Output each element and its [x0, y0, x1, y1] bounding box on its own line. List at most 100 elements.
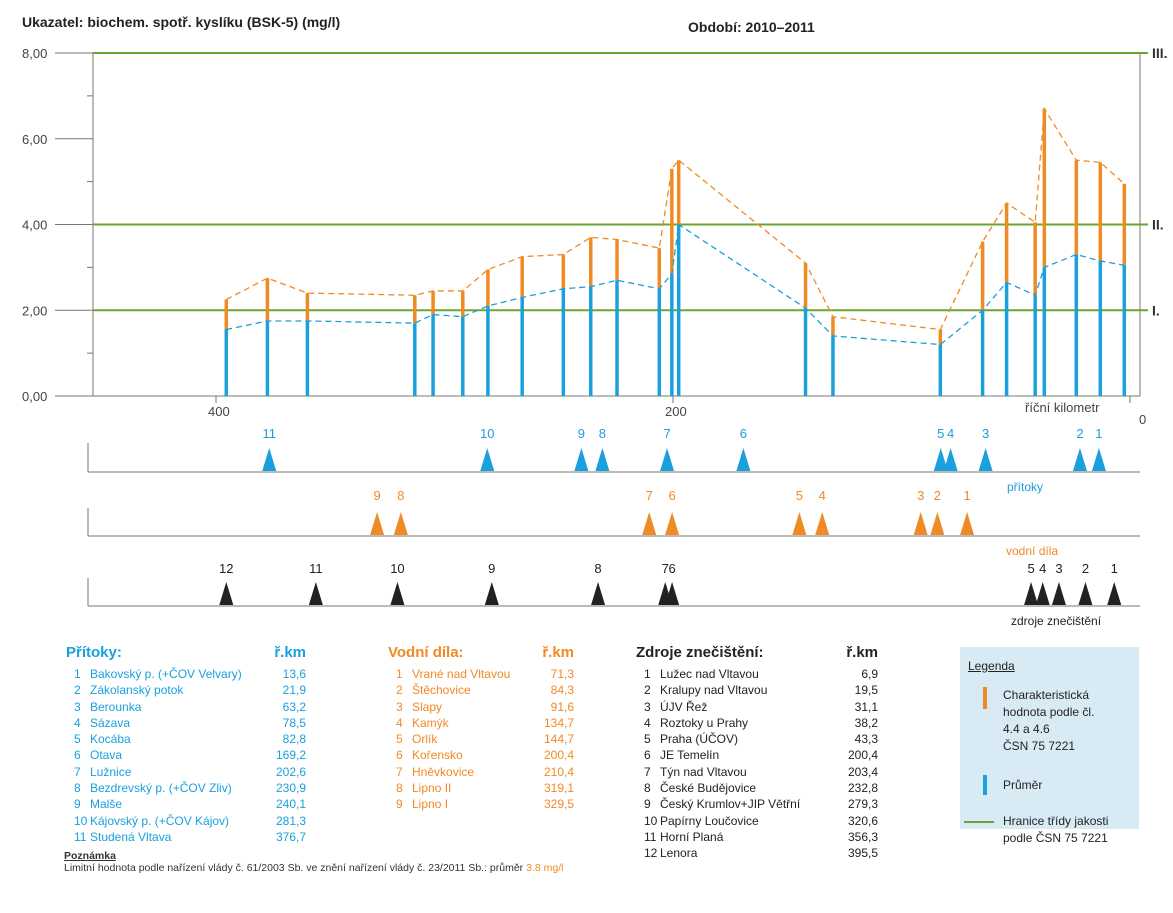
- x-axis-label: říční kilometr: [1025, 400, 1100, 415]
- zdroj-name: Týn nad Vltavou: [660, 764, 747, 779]
- marker-number-pritoky: 4: [947, 426, 954, 441]
- vodni-dilo-name: Vrané nad Vltavou: [412, 667, 511, 681]
- vodni-dilo-row: 1 Vrané nad Vltavou 71,3: [388, 666, 574, 682]
- legend-class-line2: podle ČSN 75 7221: [1003, 831, 1108, 845]
- legend-class-border: Hranice třídy jakosti podle ČSN 75 7221: [1003, 813, 1108, 847]
- triangle-marker-pritoky: [480, 448, 495, 471]
- triangle-marker-vodni-dila: [393, 512, 408, 535]
- pritok-name: Kocába: [90, 732, 131, 747]
- pritoky-km-header: ř.km: [274, 644, 306, 661]
- zdroj-km: 31,1: [854, 699, 878, 714]
- y-tick-label: 8,00: [22, 46, 47, 61]
- vodni-dilo-km: 329,5: [543, 797, 574, 812]
- zdroj-number: 8: [644, 781, 651, 796]
- vodni-dilo-row: 3 Slapy 91,6: [388, 699, 574, 715]
- marker-number-zdroje: 7: [662, 561, 669, 576]
- pritoky-table: Přítoky: ř.km 1 Bakovský p. (+ČOV Velvary)…: [66, 643, 306, 845]
- pritok-km: 13,6: [282, 667, 306, 681]
- vodni-dilo-name: Slapy: [412, 699, 443, 714]
- pritok-km: 169,2: [275, 748, 306, 763]
- y-tick-label: 0,00: [22, 389, 47, 404]
- pritok-km: 78,5: [282, 715, 306, 730]
- vodni-dilo-name: Lipno I: [412, 797, 449, 812]
- zdroj-name: Praha (ÚČOV): [660, 732, 739, 747]
- vodni-dilo-km: 144,7: [543, 732, 574, 747]
- marker-number-vodni-dila: 3: [917, 488, 924, 503]
- pritok-number: 7: [74, 764, 81, 779]
- pritok-number: 9: [74, 797, 81, 812]
- vodni-dilo-number: 4: [396, 715, 403, 730]
- pritok-number: 4: [74, 715, 81, 730]
- zdroj-km: 43,3: [854, 732, 878, 747]
- pritok-row: 6 Otava 169,2: [66, 747, 306, 763]
- zdroj-name: Kralupy nad Vltavou: [660, 683, 768, 698]
- zdroj-number: 12: [644, 846, 658, 861]
- pritok-number: 8: [74, 781, 81, 796]
- y-tick-label: 4,00: [22, 218, 47, 233]
- marker-number-vodni-dila: 1: [963, 488, 970, 503]
- zdroj-number: 2: [644, 683, 651, 698]
- vodni-dila-table: Vodní díla: ř.km 1 Vrané nad Vltavou 71,3 2 Š…: [388, 643, 574, 813]
- vodni-dilo-number: 6: [396, 748, 403, 763]
- vodni-dilo-row: 6 Kořensko 200,4: [388, 747, 574, 763]
- vodni-dilo-name: Orlík: [412, 732, 438, 747]
- zdroj-number: 3: [644, 699, 651, 714]
- triangle-marker-vodni-dila: [960, 512, 975, 535]
- marker-number-vodni-dila: 4: [819, 488, 826, 503]
- zdroj-km: 203,4: [847, 764, 878, 779]
- marker-number-pritoky: 2: [1076, 426, 1083, 441]
- legend-char-line2: hodnota podle čl.: [1003, 705, 1095, 719]
- pritok-number: 6: [74, 748, 81, 763]
- triangle-marker-vodni-dila: [815, 512, 830, 535]
- marker-number-zdroje: 4: [1039, 561, 1046, 576]
- triangle-marker-vodni-dila: [642, 512, 657, 535]
- zdroj-name: Horní Planá: [660, 829, 724, 844]
- pritok-km: 240,1: [275, 797, 306, 812]
- pritok-number: 1: [74, 667, 81, 681]
- zdroj-name: Lenora: [660, 846, 698, 861]
- pritok-number: 2: [74, 683, 81, 698]
- zdroj-number: 4: [644, 715, 651, 730]
- triangle-marker-zdroje: [665, 582, 680, 605]
- characteristic-line: [225, 106, 1125, 331]
- vodni-dilo-km: 200,4: [543, 748, 574, 763]
- pritok-row: 11 Studená Vltava 376,7: [66, 829, 306, 845]
- pritok-name: Studená Vltava: [90, 829, 172, 844]
- marker-number-vodni-dila: 6: [668, 488, 675, 503]
- triangle-marker-zdroje: [1024, 582, 1039, 605]
- marker-number-vodni-dila: 5: [796, 488, 803, 503]
- marker-number-zdroje: 6: [668, 561, 675, 576]
- legend-average: Průměr: [1003, 778, 1043, 792]
- vodni-dilo-name: Lipno II: [412, 781, 452, 796]
- y-tick-label: 6,00: [22, 132, 47, 147]
- zdroj-km: 19,5: [854, 683, 878, 698]
- zdroj-km: 232,8: [847, 781, 878, 796]
- pritok-km: 376,7: [275, 829, 306, 844]
- zdroj-number: 7: [644, 764, 651, 779]
- marker-number-vodni-dila: 8: [397, 488, 404, 503]
- x-tick-label: 0: [1139, 412, 1146, 427]
- marker-number-pritoky: 7: [663, 426, 670, 441]
- zdroj-row: 12 Lenora 395,5: [636, 845, 878, 861]
- zdroj-row: 6 JE Temelín 200,4: [636, 747, 878, 763]
- legend-char-line4: ČSN 75 7221: [1003, 739, 1076, 753]
- zdroj-number: 9: [644, 797, 651, 812]
- zdroj-km: 279,3: [847, 797, 878, 812]
- zdroj-km: 200,4: [847, 748, 878, 763]
- triangle-marker-pritoky: [978, 448, 993, 471]
- zdroj-name: Český Krumlov+JIP Větřní: [660, 797, 801, 812]
- triangle-marker-zdroje: [591, 582, 606, 605]
- pritok-km: 281,3: [275, 813, 306, 828]
- marker-number-pritoky: 1: [1095, 426, 1102, 441]
- pritok-row: 10 Kájovský p. (+ČOV Kájov) 281,3: [66, 813, 306, 829]
- legend-char-line1: Charakteristická: [1003, 688, 1090, 702]
- vodni-dilo-number: 7: [396, 764, 403, 779]
- triangle-marker-zdroje: [1078, 582, 1093, 605]
- marker-number-zdroje: 5: [1027, 561, 1034, 576]
- marker-number-vodni-dila: 2: [934, 488, 941, 503]
- pritok-name: Bakovský p. (+ČOV Velvary): [90, 667, 242, 681]
- legend-box: Legenda Charakteristická hodnota podle č…: [960, 647, 1139, 845]
- plot-area: 0,00 2,00 4,00 6,00 8,00 400 200 0 říční kilomet…: [22, 45, 1168, 427]
- vodni-dilo-number: 3: [396, 699, 403, 714]
- pritok-number: 5: [74, 732, 81, 747]
